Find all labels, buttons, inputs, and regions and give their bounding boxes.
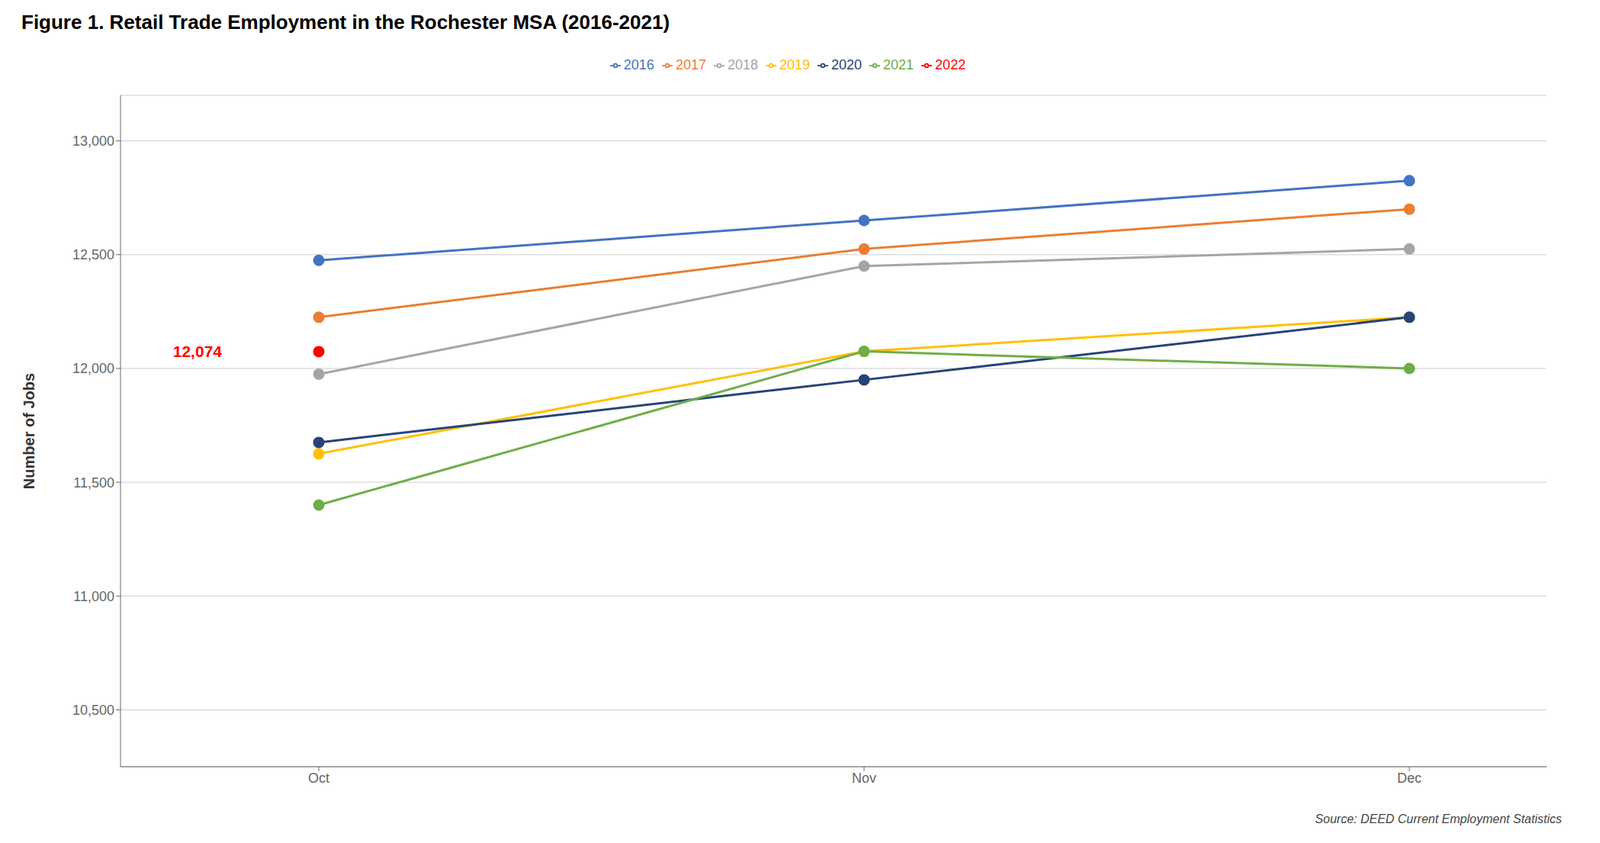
html-text:Figure 1. Retail Trade Employm: Figure 1. Retail Trade Employment in the… — [21, 10, 670, 34]
html-text:2020: 2020 — [831, 57, 862, 73]
html-text:Source: DEED Current Employmen: Source: DEED Current Employment Statisti… — [1315, 812, 1562, 826]
svg-text:11,500: 11,500 — [73, 475, 115, 491]
html-text:2022: 2022 — [935, 57, 966, 73]
svg-text:13,000: 13,000 — [72, 133, 115, 149]
svg-text:Number of Jobs: Number of Jobs — [20, 372, 38, 489]
svg-text:12,074: 12,074 — [173, 342, 223, 360]
svg-text:10,500: 10,500 — [72, 702, 115, 718]
svg-text:Nov: Nov — [851, 770, 877, 786]
svg-text:Oct: Oct — [308, 770, 330, 786]
html-text:2017: 2017 — [675, 57, 707, 73]
html-text:2016: 2016 — [623, 57, 655, 73]
html-text:2021: 2021 — [883, 57, 914, 73]
html-text:2018: 2018 — [727, 57, 759, 73]
svg-text:12,500: 12,500 — [72, 247, 115, 263]
svg-text:12,000: 12,000 — [72, 360, 115, 376]
html-text:2019: 2019 — [779, 57, 810, 73]
svg-text:11,000: 11,000 — [73, 588, 115, 605]
svg-text:Dec: Dec — [1397, 770, 1422, 786]
